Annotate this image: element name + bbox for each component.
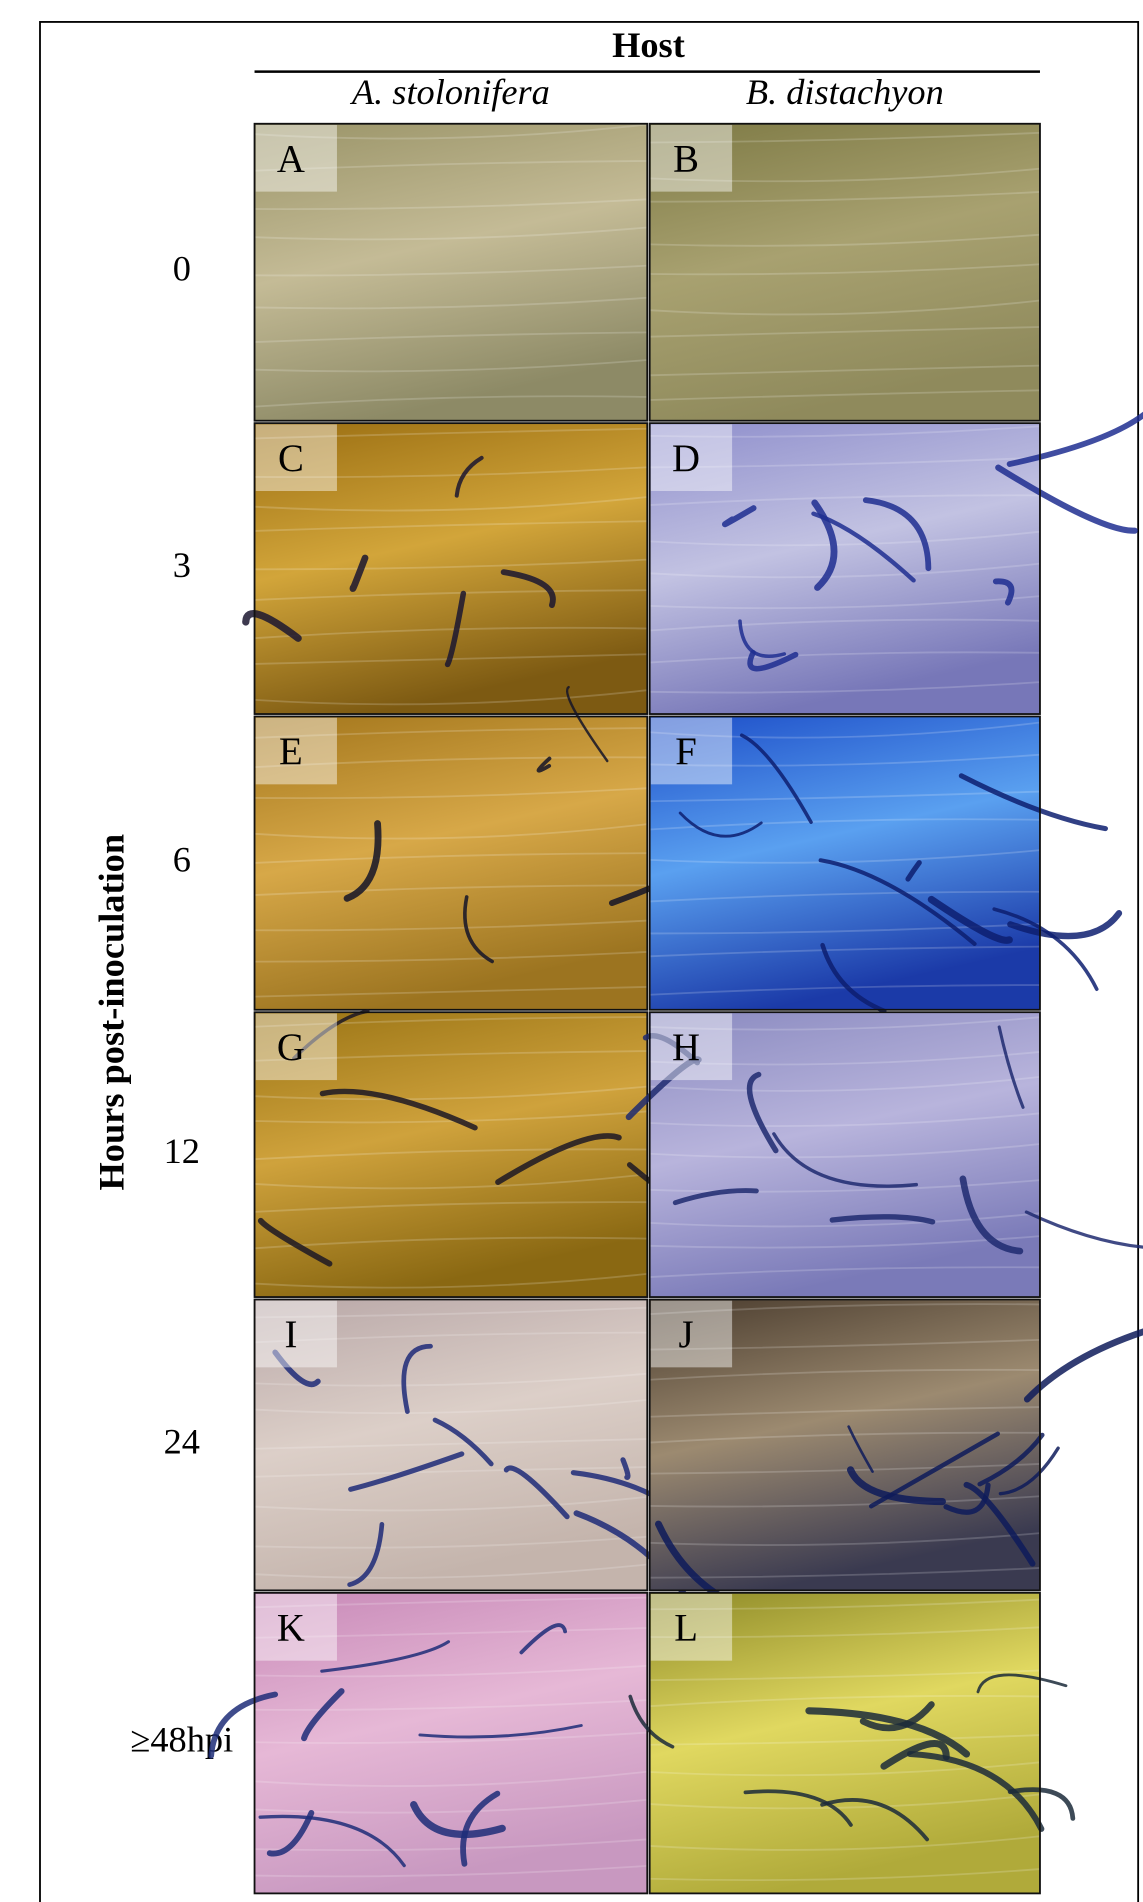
panel-letter: C xyxy=(278,437,304,480)
host-title: Host xyxy=(612,25,685,65)
row-label: 24 xyxy=(164,1421,200,1461)
page: {"header": {"title": "Host"}, "columns":… xyxy=(0,0,1143,1902)
panel-letter: B xyxy=(673,137,699,180)
micrograph-panel: A xyxy=(255,124,648,421)
hypha xyxy=(1026,1212,1143,1249)
panel-letter: E xyxy=(279,730,303,773)
column-label: A. stolonifera xyxy=(350,72,550,112)
panel-letter: H xyxy=(672,1026,700,1069)
micrograph-panel: G xyxy=(255,1011,698,1297)
row-label: 3 xyxy=(173,545,191,585)
panel-letter: I xyxy=(284,1313,297,1356)
micrograph-panel: L xyxy=(630,1593,1073,1894)
row-label: 6 xyxy=(173,839,191,879)
micrograph-panel: H xyxy=(629,1012,1143,1297)
micrograph-panel: F xyxy=(650,716,1119,1011)
column-label: B. distachyon xyxy=(746,72,944,112)
row-label: 0 xyxy=(173,249,191,289)
micrograph-panel: B xyxy=(650,124,1040,421)
row-axis-label: Hours post-inoculation xyxy=(91,834,131,1191)
panel-letter: G xyxy=(277,1026,305,1069)
micrograph-panel: I xyxy=(255,1299,704,1595)
panel-letter: J xyxy=(678,1313,693,1356)
micrograph-panel: D xyxy=(650,410,1143,714)
panel-letter: A xyxy=(277,137,305,180)
hypha xyxy=(1027,1319,1143,1400)
panel-letter: L xyxy=(674,1606,698,1649)
row-label: 12 xyxy=(164,1131,200,1171)
micrograph-panel: K xyxy=(211,1593,647,1894)
panel-letter: K xyxy=(277,1606,305,1649)
figure: Host A. stolonifera B. distachyon Hours … xyxy=(0,0,1143,1902)
panel-letter: D xyxy=(672,437,700,480)
panel-letter: F xyxy=(675,730,697,773)
micrograph-panel: J xyxy=(650,1299,1143,1607)
micrograph-panel: C xyxy=(246,423,647,714)
